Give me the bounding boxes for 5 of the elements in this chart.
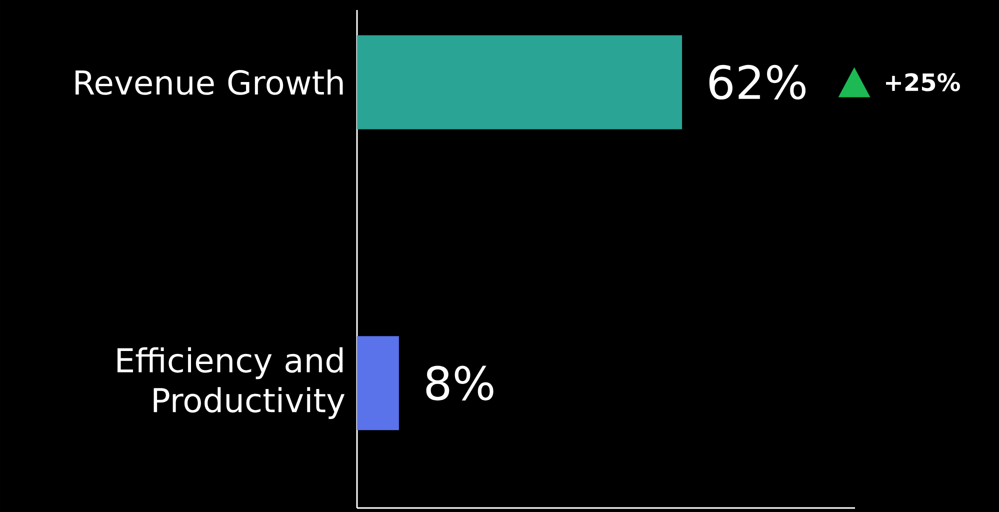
y-tick-label: Efficiency and Productivity (118, 347, 345, 419)
y-tick-label: Revenue Growth (76, 69, 343, 95)
data-label: 8% (426, 366, 494, 400)
data-label: 62% (709, 64, 806, 100)
text: +25% (886, 73, 960, 92)
